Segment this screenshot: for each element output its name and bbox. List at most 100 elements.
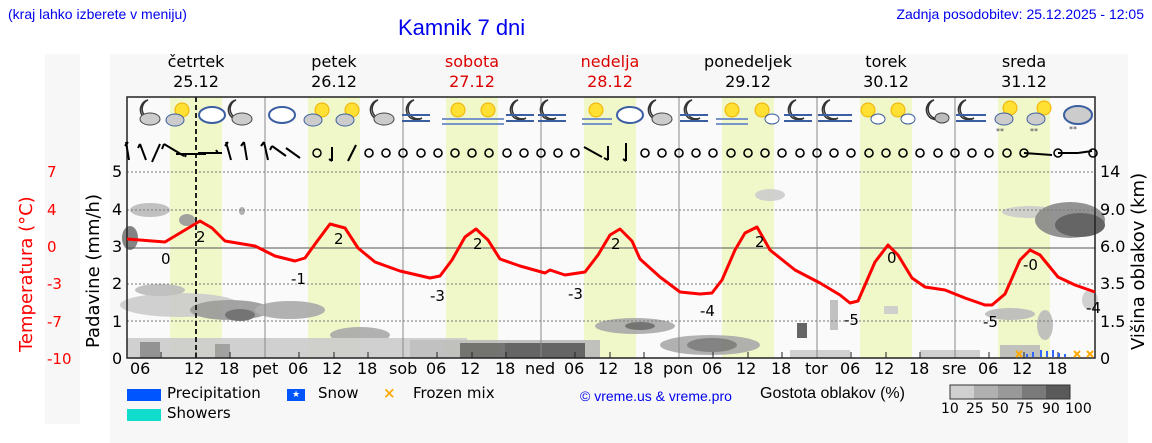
- x-tick: 18: [495, 359, 516, 378]
- precip-tick: 4: [112, 200, 123, 219]
- sun-cloud-icon: [335, 102, 360, 127]
- legend-showers: Showers: [167, 404, 231, 422]
- sun-cloud-icon: [303, 102, 330, 127]
- temp-value-label: 2: [334, 230, 344, 248]
- x-tick: 18: [357, 359, 378, 378]
- page-title: Kamnik 7 dni: [398, 15, 526, 40]
- day-header: četrtek 25.12: [167, 52, 225, 91]
- x-tick: 12: [1012, 359, 1033, 378]
- cloud-snow-icon: **: [1063, 105, 1093, 134]
- cloud-scale-tick: 75: [1016, 401, 1034, 417]
- temp-value-label: -4: [700, 302, 715, 320]
- x-tick: 06: [564, 359, 585, 378]
- cloud-icon: [198, 106, 226, 124]
- snow-icon: ★: [287, 389, 305, 401]
- temp-value-label: 2: [611, 235, 621, 253]
- moon-cloud-icon: [369, 99, 395, 126]
- temp-tick: 4: [47, 201, 57, 219]
- cloud-height-tick: 6.0: [1100, 237, 1126, 256]
- temp-tick: -10: [47, 350, 72, 368]
- svg-text:**: **: [996, 127, 1004, 136]
- sun-cloud-icon: [860, 102, 886, 125]
- x-tick: pon: [663, 359, 694, 378]
- moon-fog-icon: [818, 99, 852, 122]
- sun-fog-icon: [716, 102, 748, 125]
- cloud-scale-tick: 90: [1042, 401, 1060, 417]
- x-tick: 12: [184, 359, 205, 378]
- temp-value-label: -5: [983, 313, 998, 331]
- frozen-mix-markers: [1015, 350, 1094, 358]
- x-tick: 06: [978, 359, 999, 378]
- x-tick: 18: [1047, 359, 1068, 378]
- legend-snow: Snow: [318, 384, 359, 402]
- cloud-scale-tick: 25: [966, 401, 984, 417]
- cloud-height-tick: 9.0: [1100, 200, 1126, 219]
- temp-value-label: 0: [161, 250, 171, 268]
- precip-tick: 3: [112, 237, 123, 256]
- x-tick: 12: [598, 359, 619, 378]
- temp-tick: 0: [47, 238, 57, 256]
- x-tick: 18: [909, 359, 930, 378]
- temp-value-label: 2: [196, 228, 206, 246]
- temp-value-label: 2: [473, 235, 483, 253]
- cloud-height-tick: 1.5: [1100, 312, 1126, 331]
- svg-text:**: **: [1069, 125, 1077, 134]
- cloud-density-scale: [949, 384, 1071, 400]
- temp-value-label: -3: [430, 287, 445, 305]
- sun-cloud-icon: [890, 102, 916, 125]
- cloud-scale-tick: 50: [991, 401, 1009, 417]
- x-tick: 12: [736, 359, 757, 378]
- legend-frozen-mix: Frozen mix: [413, 384, 495, 402]
- x-tick: 06: [130, 359, 151, 378]
- temp-value-label: -5: [844, 311, 859, 329]
- precip-tick: 0: [112, 349, 123, 368]
- moon-cloud-icon: [227, 99, 253, 126]
- moon-fog-icon: [956, 99, 986, 122]
- moon-fog-icon: [506, 99, 534, 122]
- cloud-height-axis-label: Višina oblakov (km): [1128, 172, 1149, 350]
- moon-cloud-icon: [925, 99, 950, 124]
- x-tick: 06: [288, 359, 309, 378]
- x-tick: 18: [771, 359, 792, 378]
- precipitation-swatch: [127, 389, 161, 401]
- cloud-height-tick: 3.5: [1100, 274, 1126, 293]
- snow-markers: [1026, 350, 1066, 357]
- location-hint: (kraj lahko izberete v meniju): [8, 6, 187, 22]
- temp-axis-label: Temperatura (°C): [16, 196, 37, 352]
- x-tick: sob: [389, 359, 418, 378]
- cloud-height-tick: 14: [1100, 162, 1121, 181]
- sun-cloud-snow-icon: **: [994, 100, 1018, 136]
- cloud-icon: [268, 106, 296, 124]
- legend-precipitation: Precipitation: [167, 384, 261, 402]
- cloud-density: [120, 189, 1105, 358]
- precip-tick: 5: [112, 162, 123, 181]
- cloud-scale-tick: 100: [1065, 401, 1092, 417]
- temperature-line: [126, 219, 1096, 307]
- temp-value-label: -3: [568, 285, 583, 303]
- weather-icons: ** ** **: [139, 99, 1093, 136]
- moon-fog-icon: [402, 99, 430, 122]
- day-header-weekend: nedelja 28.12: [580, 52, 640, 91]
- cloud-icon: [616, 106, 644, 124]
- sun-fog-icon: [582, 102, 612, 125]
- day-header: sreda 31.12: [1001, 52, 1047, 91]
- x-tick: 06: [702, 359, 723, 378]
- day-header-weekend: sobota 27.12: [444, 52, 500, 91]
- sun-fog-icon: [474, 102, 504, 125]
- temp-value-label: 2: [755, 233, 765, 251]
- cloud-height-tick: 0: [1100, 349, 1111, 368]
- sun-cloud-snow-icon: **: [1026, 100, 1052, 136]
- x-tick: 12: [874, 359, 895, 378]
- moon-cloud-icon: [647, 99, 673, 126]
- moon-fog-icon: [680, 99, 708, 122]
- temp-tick: 7: [47, 163, 57, 181]
- copyright-link[interactable]: © vreme.us & vreme.pro: [580, 388, 732, 404]
- x-tick: 12: [460, 359, 481, 378]
- moon-fog-icon: [538, 99, 566, 122]
- x-tick: 06: [840, 359, 861, 378]
- moon-cloud-icon: [139, 99, 161, 126]
- svg-text:**: **: [1030, 127, 1038, 136]
- last-updated: Zadnja posodobitev: 25.12.2025 - 12:05: [896, 6, 1144, 22]
- day-header: petek 26.12: [311, 52, 357, 91]
